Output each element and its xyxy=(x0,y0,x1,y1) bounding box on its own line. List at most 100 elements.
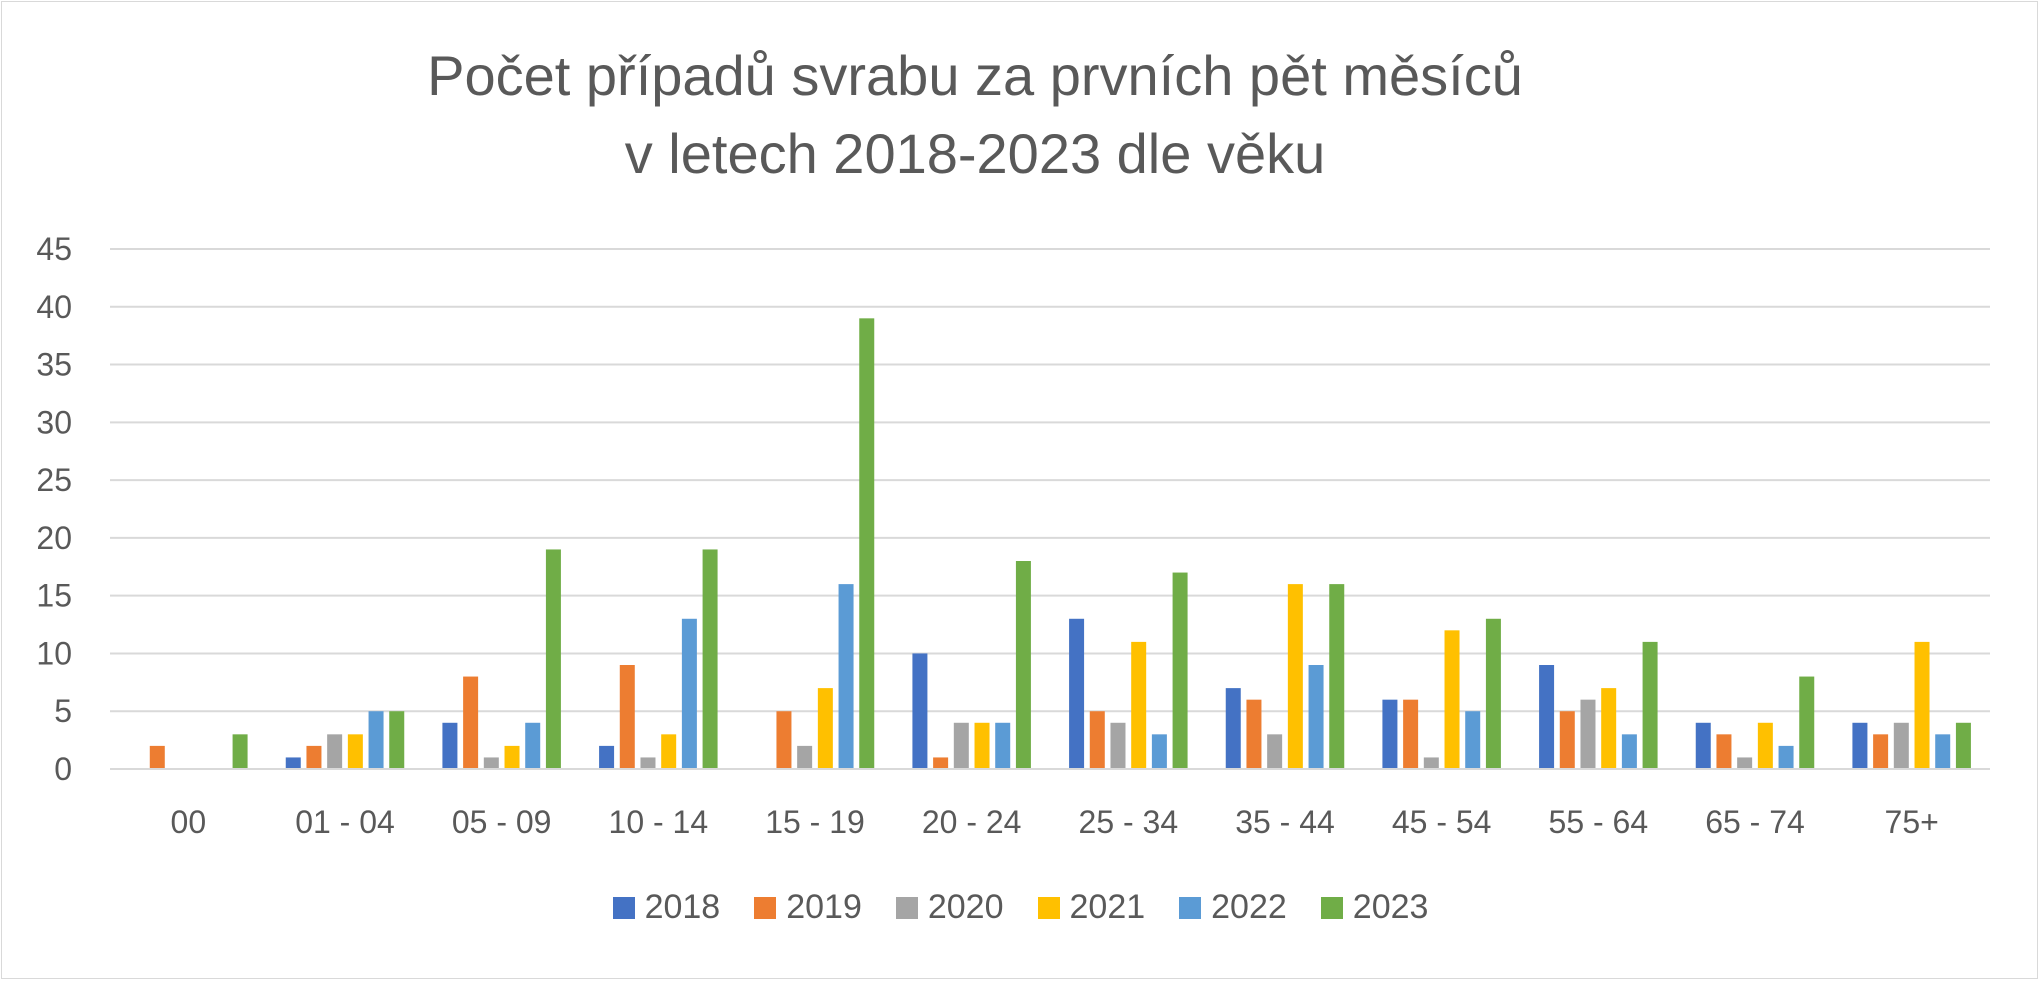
bar-2018-20-24 xyxy=(912,653,928,769)
legend-swatch xyxy=(1320,896,1343,919)
legend-label: 2020 xyxy=(927,888,1004,926)
bar-2023-35-44 xyxy=(1329,584,1345,769)
y-tick-label: 45 xyxy=(36,231,72,267)
y-tick-label: 10 xyxy=(36,635,72,671)
bar-2022-15-19 xyxy=(838,584,854,769)
bar-2023-05-09 xyxy=(545,549,561,769)
bar-2023-25-34 xyxy=(1172,572,1188,769)
bar-2020-35-44 xyxy=(1267,734,1283,769)
legend-swatch xyxy=(895,896,918,919)
bar-2022-01-04 xyxy=(368,711,384,769)
bar-2021-20-24 xyxy=(974,722,990,769)
bar-2019-75+ xyxy=(1873,734,1889,769)
y-tick-label: 20 xyxy=(36,520,72,556)
legend-item-2023: 2023 xyxy=(1320,888,1429,927)
legend-swatch xyxy=(754,896,777,919)
bar-2023-45-54 xyxy=(1485,618,1501,769)
bar-2020-10-14 xyxy=(640,757,656,769)
legend-label: 2021 xyxy=(1069,888,1146,926)
bar-2023-10-14 xyxy=(702,549,718,769)
x-tick-label: 20 - 24 xyxy=(922,804,1022,840)
bar-2018-35-44 xyxy=(1225,688,1241,769)
bar-2022-10-14 xyxy=(681,618,697,769)
bar-2021-01-04 xyxy=(347,734,363,769)
chart-legend: 2018 2019 2020 2021 2022 2023 xyxy=(0,888,2041,927)
bar-2020-55-64 xyxy=(1580,699,1596,769)
bar-2018-10-14 xyxy=(599,745,615,769)
bar-2022-05-09 xyxy=(525,722,541,769)
y-tick-label: 15 xyxy=(36,578,72,614)
legend-label: 2018 xyxy=(644,888,721,926)
legend-swatch xyxy=(612,896,635,919)
legend-label: 2019 xyxy=(786,888,862,926)
y-tick-label: 0 xyxy=(54,751,72,787)
bar-2020-01-04 xyxy=(327,734,343,769)
x-tick-label: 55 - 64 xyxy=(1549,804,1649,840)
y-tick-label: 30 xyxy=(36,404,72,440)
x-tick-label: 35 - 44 xyxy=(1235,804,1335,840)
y-tick-label: 25 xyxy=(36,462,72,498)
bar-2021-15-19 xyxy=(817,688,833,769)
bar-2019-01-04 xyxy=(306,745,322,769)
bar-2023-55-64 xyxy=(1642,641,1658,769)
legend-item-2021: 2021 xyxy=(1037,888,1146,927)
bar-2021-25-34 xyxy=(1131,641,1147,769)
legend-label: 2023 xyxy=(1352,888,1429,926)
x-tick-label: 05 - 09 xyxy=(452,804,552,840)
legend-swatch xyxy=(1037,896,1060,919)
bar-2019-45-54 xyxy=(1403,699,1419,769)
bar-2022-75+ xyxy=(1935,734,1951,769)
x-tick-label: 15 - 19 xyxy=(765,804,865,840)
bar-2021-55-64 xyxy=(1601,688,1617,769)
bar-2020-75+ xyxy=(1893,722,1909,769)
bar-2023-15-19 xyxy=(859,318,875,769)
x-tick-label: 65 - 74 xyxy=(1705,804,1805,840)
bar-2021-65-74 xyxy=(1757,722,1773,769)
bar-2023-65-74 xyxy=(1799,676,1815,769)
x-tick-label: 01 - 04 xyxy=(295,804,395,840)
bar-chart: 0 5 10 15 20 25 30 35 40 45 00 01 - 04 05 - 09 10 - 1… xyxy=(36,231,1990,840)
bar-2019-15-19 xyxy=(776,711,792,769)
bar-2023-75+ xyxy=(1955,722,1971,769)
bar-2021-35-44 xyxy=(1287,584,1303,769)
bar-2021-75+ xyxy=(1914,641,1930,769)
x-tick-label: 10 - 14 xyxy=(609,804,709,840)
bar-2021-05-09 xyxy=(504,745,520,769)
legend-item-2018: 2018 xyxy=(612,888,721,927)
bar-2018-75+ xyxy=(1852,722,1868,769)
bar-2019-55-64 xyxy=(1559,711,1575,769)
bar-2019-35-44 xyxy=(1246,699,1262,769)
bar-2018-65-74 xyxy=(1695,722,1711,769)
x-tick-label: 45 - 54 xyxy=(1392,804,1492,840)
bar-2022-55-64 xyxy=(1621,734,1637,769)
bar-2019-20-24 xyxy=(933,757,949,769)
bar-2018-05-09 xyxy=(442,722,458,769)
bar-2022-65-74 xyxy=(1778,745,1794,769)
legend-item-2020: 2020 xyxy=(895,888,1004,927)
chart-title-line-1: Počet případů svrabu za prvních pět měsí… xyxy=(427,44,1523,107)
x-tick-label: 75+ xyxy=(1885,804,1939,840)
bar-2022-45-54 xyxy=(1465,711,1481,769)
bar-2022-35-44 xyxy=(1308,665,1324,769)
bar-2019-00 xyxy=(149,745,165,769)
bar-2020-25-34 xyxy=(1110,722,1126,769)
x-tick-label: 00 xyxy=(171,804,207,840)
bar-2020-45-54 xyxy=(1423,757,1439,769)
bar-2019-05-09 xyxy=(463,676,479,769)
bar-2020-05-09 xyxy=(483,757,499,769)
bar-2022-20-24 xyxy=(995,722,1011,769)
y-tick-label: 5 xyxy=(54,693,72,729)
y-tick-label: 35 xyxy=(36,347,72,383)
x-tick-label: 25 - 34 xyxy=(1079,804,1179,840)
legend-swatch xyxy=(1179,896,1202,919)
legend-item-2019: 2019 xyxy=(754,888,862,927)
bar-2023-01-04 xyxy=(389,711,405,769)
bar-2018-25-34 xyxy=(1069,618,1085,769)
legend-item-2022: 2022 xyxy=(1179,888,1287,927)
bar-2023-00 xyxy=(232,734,248,769)
chart-title-line-2: v letech 2018-2023 dle věku xyxy=(624,122,1326,185)
bar-2023-20-24 xyxy=(1015,561,1031,769)
bar-2021-45-54 xyxy=(1444,630,1460,769)
bar-2020-65-74 xyxy=(1737,757,1753,769)
